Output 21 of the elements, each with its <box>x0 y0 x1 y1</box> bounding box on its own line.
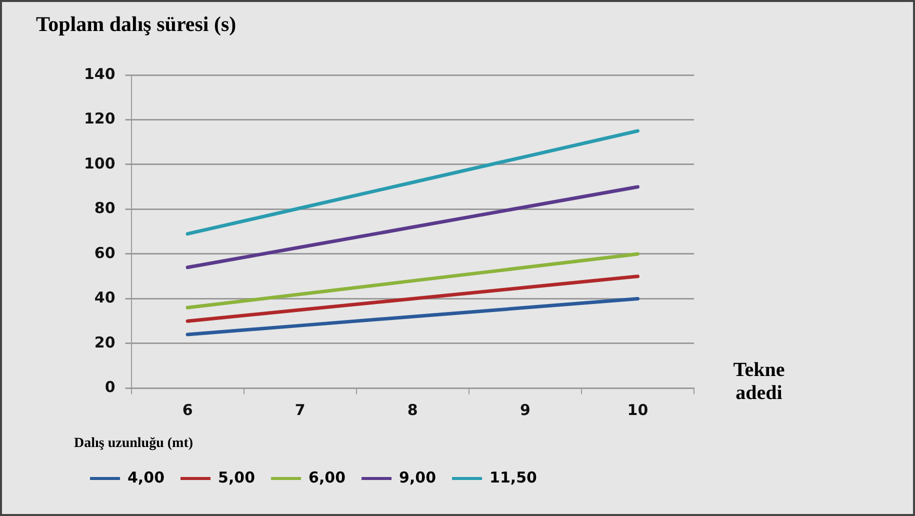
y-tick-label: 20 <box>94 333 116 352</box>
legend-label: 11,50 <box>490 468 537 486</box>
x-tick-label: 10 <box>627 401 648 420</box>
x-tick-label: 6 <box>182 401 193 420</box>
x-tick-label: 8 <box>407 401 418 420</box>
x-tick-label: 9 <box>520 401 530 420</box>
y-tick-label: 120 <box>84 110 116 128</box>
legend-label: 6,00 <box>308 468 346 486</box>
x-axis-title: Tekne adedi <box>732 359 786 405</box>
y-tick-label: 60 <box>94 244 116 262</box>
legend-label: 4,00 <box>128 468 165 486</box>
legend-title: Dalış uzunluğu (mt) <box>74 436 194 451</box>
y-tick-label: 80 <box>94 199 116 218</box>
y-tick-label: 40 <box>94 288 116 307</box>
legend-label: 5,00 <box>218 468 256 486</box>
y-tick-label: 100 <box>84 154 116 172</box>
y-tick-label: 0 <box>104 378 116 396</box>
legend-label: 9,00 <box>399 468 436 486</box>
chart-title: Toplam dalış süresi (s) <box>36 12 236 37</box>
y-tick-label: 140 <box>84 64 116 83</box>
x-tick-label: 7 <box>294 401 306 420</box>
